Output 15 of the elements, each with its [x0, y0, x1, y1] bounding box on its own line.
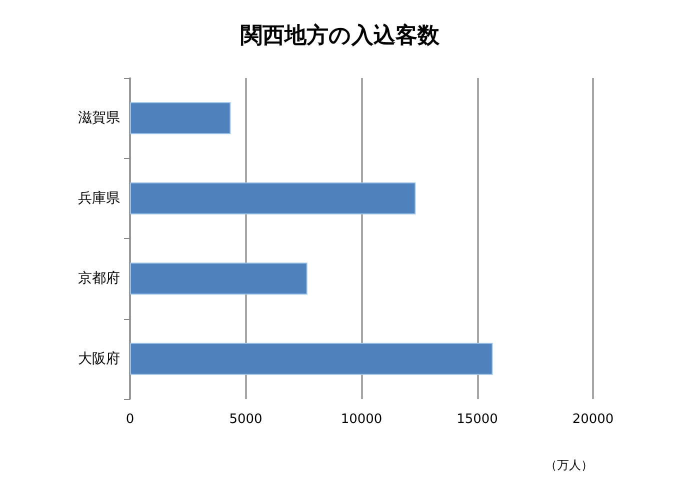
bar	[130, 342, 493, 375]
x-tick-label: 10000	[340, 412, 382, 427]
y-tick-label: 大阪府	[78, 350, 120, 367]
x-tick-label: 15000	[456, 412, 498, 427]
bar	[130, 262, 308, 295]
chart-title: 関西地方の入込客数	[240, 22, 440, 48]
bar	[130, 102, 231, 134]
y-tick-label: 兵庫県	[78, 190, 120, 206]
bar	[130, 182, 416, 214]
x-tick-label: 20000	[572, 412, 614, 427]
x-axis-title: （万人）	[545, 458, 593, 472]
x-tick-label: 5000	[229, 412, 262, 427]
y-tick-label: 京都府	[78, 270, 120, 287]
y-tick-label: 滋賀県	[78, 110, 120, 126]
x-tick-label: 0	[126, 412, 134, 427]
